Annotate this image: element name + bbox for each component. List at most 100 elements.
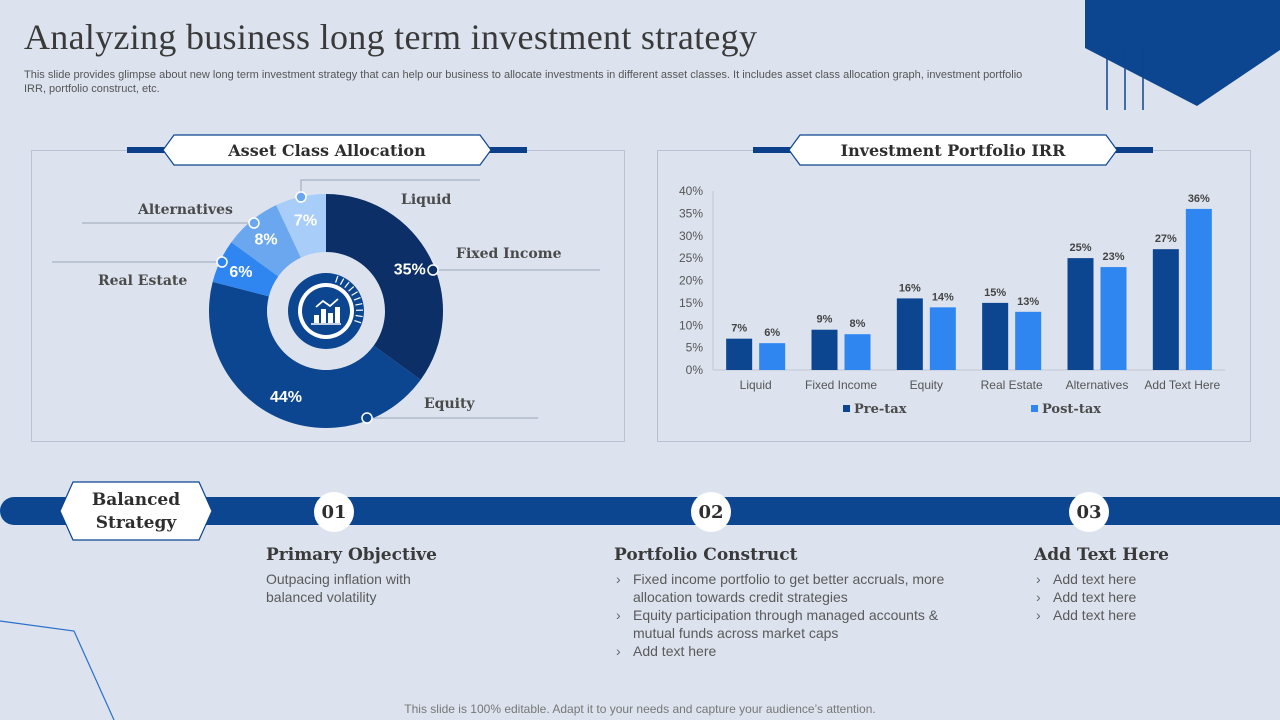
y-tick-label: 15% [679,296,703,310]
x-tick-label: Real Estate [981,378,1043,392]
bar-data-label: 36% [1188,193,1210,205]
x-tick-label: Add Text Here [1144,378,1220,392]
pie-value-label: 35% [394,261,426,278]
x-tick-label: Alternatives [1066,378,1129,392]
y-tick-label: 25% [679,251,703,265]
bar-data-label: 25% [1069,242,1091,254]
pie-category-label: Liquid [401,192,451,208]
bar-data-label: 15% [984,287,1006,299]
bar-post-tax-0 [759,343,786,370]
ring-hatch [351,291,358,296]
bar-pre-tax-5 [1152,249,1179,370]
portfolio-construct-list: Fixed income portfolio to get better acc… [614,570,954,660]
y-tick-label: 5% [686,341,704,355]
corner-decoration [1085,0,1280,110]
add-text-title: Add Text Here [1034,545,1169,565]
bar-post-tax-3 [1015,311,1042,370]
portfolio-construct-title: Portfolio Construct [614,545,798,565]
list-item: Equity participation through managed acc… [614,606,954,642]
bar-post-tax-5 [1185,208,1212,370]
pie-value-label: 44% [270,389,302,406]
leader-dot [216,256,228,268]
bar-data-label: 13% [1017,296,1039,308]
bar-post-tax-1 [844,334,871,370]
x-tick-label: Equity [910,378,943,392]
asset-allocation-title: Asset Class Allocation [162,134,492,166]
primary-objective-text: Outpacing inflation with balanced volati… [266,571,411,605]
legend-label: Post-tax [1042,402,1101,417]
balanced-strategy-badge: Balanced Strategy [59,481,213,541]
leader-dot [295,191,307,203]
ring-hatch [355,303,363,306]
ring-hatch [354,320,362,324]
bar-data-label: 9% [817,314,833,326]
pie-value-label: 6% [229,264,252,281]
bar-pre-tax-0 [726,338,753,370]
list-item: Add text here [614,642,954,660]
footer-note: This slide is 100% editable. Adapt it to… [404,702,876,716]
pie-category-label: Fixed Income [456,246,562,262]
step-number-03: 03 [1069,492,1109,532]
asset-allocation-title-text: Asset Class Allocation [228,140,426,160]
y-tick-label: 20% [679,274,703,288]
pie-slice-fixed-income [326,194,443,380]
portfolio-irr-panel [657,150,1251,442]
pie-category-label: Real Estate [98,273,187,289]
legend-swatch [843,405,850,412]
pie-category-label: Equity [424,396,475,412]
y-tick-label: 35% [679,206,703,220]
bar-pre-tax-4 [1067,258,1094,370]
pie-category-label: Alternatives [137,202,233,218]
ring-hatch [348,286,355,292]
list-item: Add text here [1034,606,1234,624]
step-number-01: 01 [314,492,354,532]
x-tick-label: Fixed Income [805,378,877,392]
bar-data-label: 6% [764,327,780,339]
bar-pre-tax-2 [896,298,923,370]
pie-value-label: 8% [255,232,278,249]
y-tick-label: 40% [679,184,703,198]
primary-objective-title: Primary Objective [266,545,437,565]
ring-hatch [353,296,361,301]
legend-swatch [1031,405,1038,412]
bar-data-label: 7% [731,323,747,335]
ring-hatch [344,281,350,288]
portfolio-irr-title: Investment Portfolio IRR [788,134,1118,166]
analytics-chart-icon [302,287,350,335]
step-number-02: 02 [691,492,731,532]
pie-value-label: 7% [294,212,317,229]
ring-hatch [335,275,339,283]
page-title: Analyzing business long term investment … [24,17,758,57]
ring-hatch [355,314,363,318]
bar-data-label: 8% [850,318,866,330]
bar-data-label: 23% [1102,251,1124,263]
x-tick-label: Liquid [740,378,772,392]
leader-dot [248,217,260,229]
leader-dot [427,264,439,276]
y-tick-label: 0% [686,363,704,377]
y-tick-label: 30% [679,229,703,243]
pie-slice-real-estate [212,242,279,297]
legend-label: Pre-tax [854,402,907,417]
bar-post-tax-2 [929,307,956,370]
pie-slice-alternatives [231,205,301,277]
portfolio-irr-title-text: Investment Portfolio IRR [840,140,1066,160]
bar-pre-tax-1 [811,329,838,370]
bar-post-tax-4 [1100,267,1127,370]
asset-allocation-donut-chart: 35% Fixed Income 44% Equity 6% Real Estate 8% A… [52,179,600,429]
list-item: Add text here [1034,588,1234,606]
list-item: Add text here [1034,570,1234,588]
add-text-list: Add text here Add text here Add text her… [1034,570,1234,624]
pie-slice-liquid [276,194,326,258]
leader-dot [361,412,373,424]
balanced-strategy-label: Balanced Strategy [91,490,181,533]
ring-hatch [339,278,345,285]
page-subtitle: This slide provides glimpse about new lo… [24,69,1023,95]
bar-pre-tax-3 [982,302,1009,370]
portfolio-irr-bar-chart: 0% 5% 10% 15% 20% 25% 30% 35% 40% 7% 6% Liquid 9% 8% F… [679,184,1225,417]
bar-data-label: 14% [932,291,954,303]
y-tick-label: 10% [679,318,703,332]
corner-line-decoration [0,620,115,720]
list-item: Fixed income portfolio to get better acc… [614,570,954,606]
pie-slice-equity [208,281,421,429]
